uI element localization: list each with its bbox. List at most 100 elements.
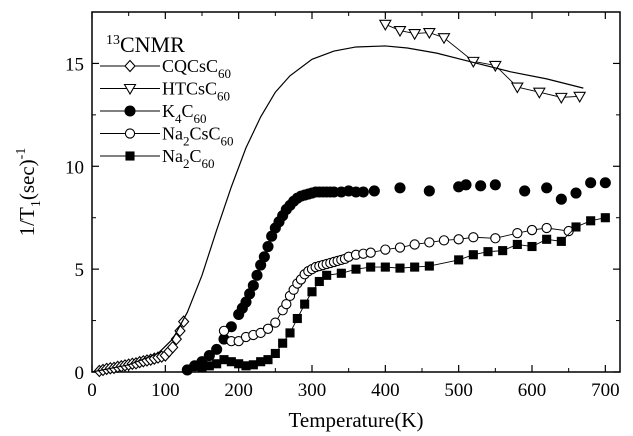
point-K4C60-43 xyxy=(475,180,487,192)
point-Na2C60-15 xyxy=(307,287,317,297)
y-axis-title: 1/T1(sec)-1 xyxy=(14,148,44,237)
point-K4C60-49 xyxy=(585,177,597,189)
y-tick-label-2: 10 xyxy=(65,157,84,178)
legend-label-HTCsC60: HTCsC60 xyxy=(162,79,230,104)
point-HTCsC60-7 xyxy=(510,82,524,94)
point-HTCsC60-6 xyxy=(488,60,502,73)
point-Na2C60-14 xyxy=(300,299,310,309)
series-CQCsC60 xyxy=(93,315,190,378)
series-HTCsC60 xyxy=(378,19,587,104)
point-Na2CsC60-31 xyxy=(394,242,406,253)
point-HTCsC60-4 xyxy=(437,33,451,45)
point-Na2CsC60-35 xyxy=(453,234,464,245)
series-Na2CsC60 xyxy=(218,222,574,347)
point-Na2C60-32 xyxy=(556,236,566,246)
point-Na2CsC60-33 xyxy=(424,237,435,248)
point-Na2C60-33 xyxy=(571,222,581,232)
point-Na2C60-21 xyxy=(380,262,390,272)
point-Na2C60-16 xyxy=(314,276,324,287)
x-tick-label-5: 500 xyxy=(444,380,473,401)
point-HTCsC60-10 xyxy=(573,91,587,103)
legend-label-Na2C60: Na2C60 xyxy=(162,146,215,171)
point-Na2C60-17 xyxy=(322,270,332,280)
plot-frame xyxy=(91,11,621,373)
point-Na2CsC60-38 xyxy=(512,227,523,239)
point-K4C60-46 xyxy=(541,182,553,194)
point-Na2C60-13 xyxy=(292,313,302,324)
point-HTCsC60-2 xyxy=(408,29,422,41)
x-tick-label-3: 300 xyxy=(298,380,327,401)
point-Na2CsC60-0 xyxy=(218,325,230,337)
point-K4C60-39 xyxy=(394,182,406,194)
legend-item-CQCsC60: CQCsC60 xyxy=(100,56,231,81)
y-tick-label-1: 5 xyxy=(75,260,85,281)
x-axis-title: Temperature(K) xyxy=(289,408,424,432)
point-K4C60-14 xyxy=(258,251,270,263)
point-CQCsC60-22 xyxy=(174,324,186,338)
point-Na2C60-26 xyxy=(468,250,478,260)
point-Na2CsC60-7 xyxy=(270,317,281,328)
point-Na2CsC60-36 xyxy=(468,232,479,243)
point-K4C60-40 xyxy=(423,185,435,197)
point-Na2C60-18 xyxy=(336,268,346,278)
legend-item-Na2C60: Na2C60 xyxy=(100,146,215,171)
x-tick-label-6: 600 xyxy=(518,380,547,401)
point-Na2CsC60-34 xyxy=(438,235,450,246)
point-Na2C60-22 xyxy=(395,263,405,273)
y-tick-label-0: 0 xyxy=(75,363,85,384)
point-K4C60-48 xyxy=(570,187,582,199)
point-Na2C60-20 xyxy=(366,262,376,272)
legend-label-K4C60: K4C60 xyxy=(162,101,207,126)
point-K4C60-50 xyxy=(599,177,611,189)
point-Na2CsC60-29 xyxy=(365,247,376,258)
point-Na2C60-25 xyxy=(454,255,464,265)
point-Na2C60-11 xyxy=(278,338,288,348)
series-fit xyxy=(91,45,584,373)
point-HTCsC60-9 xyxy=(554,92,568,104)
point-Na2C60-19 xyxy=(351,264,361,274)
point-CQCsC60-20 xyxy=(166,340,179,354)
point-HTCsC60-0 xyxy=(378,19,392,31)
point-Na2C60-31 xyxy=(542,234,552,244)
point-K4C60-44 xyxy=(489,179,501,191)
x-tick-label-7: 700 xyxy=(591,380,620,401)
point-Na2CsC60-37 xyxy=(490,233,501,244)
series-line-fit xyxy=(91,45,584,373)
point-K4C60-45 xyxy=(519,185,531,197)
legend-item-HTCsC60: HTCsC60 xyxy=(100,79,230,104)
y-tick-label-3: 15 xyxy=(65,54,84,75)
point-HTCsC60-8 xyxy=(532,87,546,99)
point-HTCsC60-3 xyxy=(422,28,436,40)
point-Na2C60-9 xyxy=(263,355,273,365)
point-Na2CsC60-6 xyxy=(262,323,274,334)
point-Na2C60-28 xyxy=(498,246,508,256)
x-tick-label-1: 100 xyxy=(151,380,180,401)
x-tick-label-2: 200 xyxy=(224,380,253,401)
legend-marker-CQCsC60 xyxy=(124,59,136,73)
point-Na2CsC60-9 xyxy=(281,298,292,310)
point-Na2C60-24 xyxy=(424,261,434,271)
point-K4C60-38 xyxy=(368,185,380,197)
x-tick-label-4: 400 xyxy=(371,380,400,401)
legend-item-Na2CsC60: Na2CsC60 xyxy=(100,124,234,149)
point-K4C60-4 xyxy=(211,343,223,355)
point-K4C60-3 xyxy=(203,349,215,362)
point-Na2C60-34 xyxy=(586,216,596,226)
point-HTCsC60-1 xyxy=(393,25,407,38)
point-Na2C60-35 xyxy=(600,213,610,223)
point-Na2CsC60-40 xyxy=(541,222,552,234)
point-Na2C60-27 xyxy=(483,247,493,257)
point-Na2CsC60-39 xyxy=(526,224,538,236)
point-Na2C60-12 xyxy=(285,328,295,338)
point-Na2CsC60-30 xyxy=(380,244,391,255)
legend-marker-HTCsC60 xyxy=(123,83,137,96)
point-Na2C60-10 xyxy=(270,348,280,359)
point-K4C60-37 xyxy=(357,186,369,198)
series-layer xyxy=(91,19,611,378)
point-Na2CsC60-32 xyxy=(409,239,420,250)
legend-label-CQCsC60: CQCsC60 xyxy=(162,56,231,81)
legend-item-K4C60: K4C60 xyxy=(100,101,207,126)
point-K4C60-47 xyxy=(555,193,567,205)
point-Na2C60-23 xyxy=(410,262,420,272)
